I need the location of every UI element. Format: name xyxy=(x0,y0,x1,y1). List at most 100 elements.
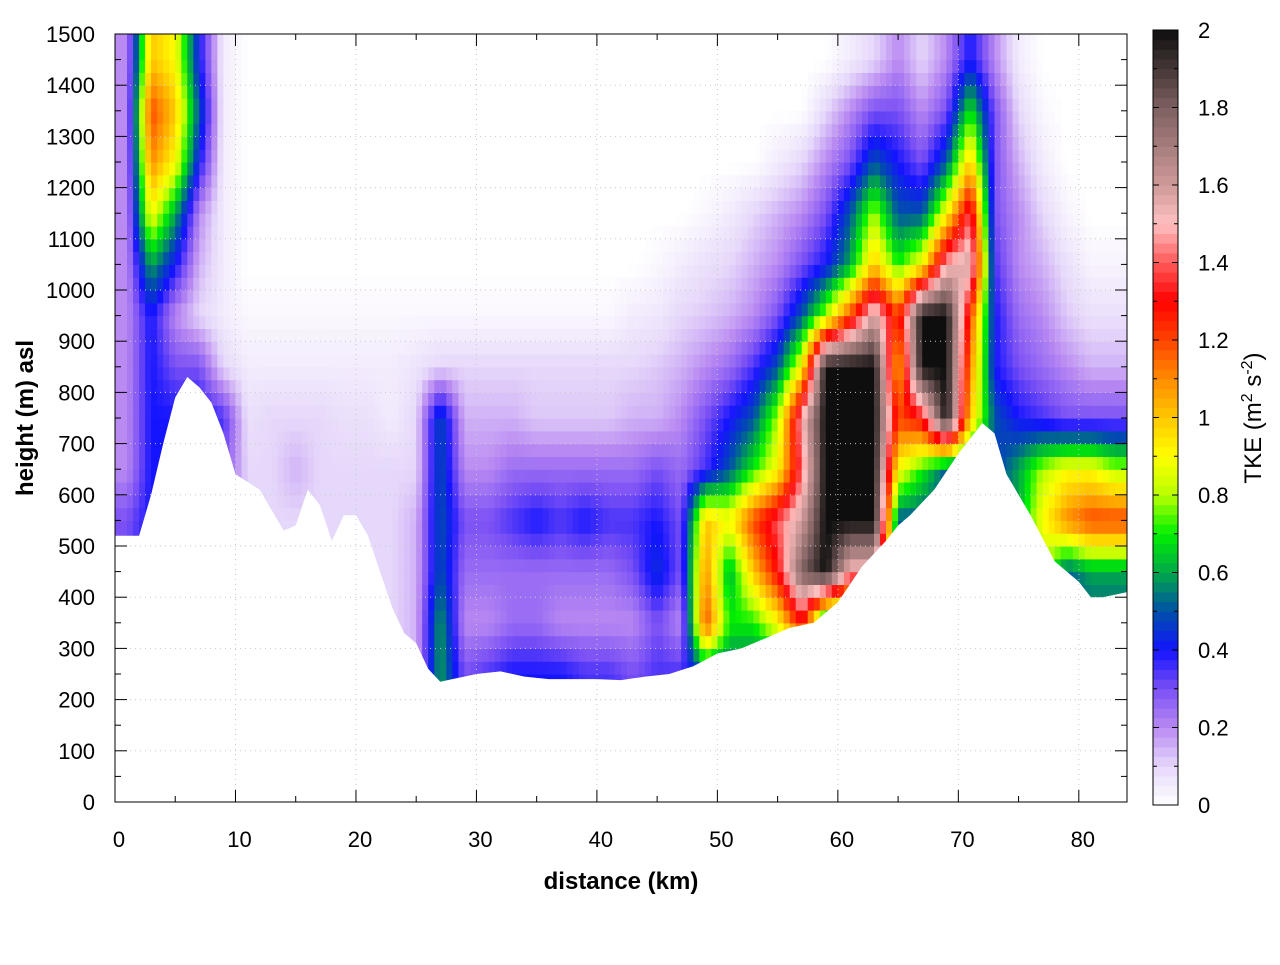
heatmap-cell xyxy=(271,430,279,445)
heatmap-cell xyxy=(548,430,556,445)
heatmap-cell xyxy=(446,494,453,509)
heatmap-cell xyxy=(392,379,399,393)
heatmap-cell xyxy=(735,469,743,483)
heatmap-cell xyxy=(476,302,483,317)
heatmap-cell xyxy=(253,405,261,419)
heatmap-cell xyxy=(386,456,393,470)
heatmap-cell xyxy=(175,379,182,393)
heatmap-cell xyxy=(133,110,140,125)
heatmap-cell xyxy=(145,302,152,317)
heatmap-cell xyxy=(584,648,592,662)
heatmap-cell xyxy=(416,533,423,547)
heatmap-cell xyxy=(657,430,664,445)
heatmap-cell xyxy=(651,418,658,432)
heatmap-cell xyxy=(181,366,188,381)
heatmap-cell xyxy=(193,200,200,214)
heatmap-cell xyxy=(723,264,730,278)
heatmap-cell xyxy=(609,366,616,381)
heatmap-cell xyxy=(615,469,622,483)
heatmap-cell xyxy=(609,315,616,329)
heatmap-cell xyxy=(139,149,146,163)
heatmap-cell xyxy=(723,187,730,201)
heatmap-cell xyxy=(669,456,676,470)
heatmap-cell xyxy=(211,226,218,240)
heatmap-cell xyxy=(446,533,453,547)
heatmap-cell xyxy=(548,418,556,432)
heatmap-cell xyxy=(494,405,502,419)
heatmap-cell xyxy=(657,584,664,598)
heatmap-cell xyxy=(410,520,417,534)
heatmap-cell xyxy=(645,430,652,445)
heatmap-cell xyxy=(151,328,158,342)
heatmap-cell xyxy=(428,418,435,432)
heatmap-cell xyxy=(349,328,357,342)
heatmap-cell xyxy=(229,328,237,342)
heatmap-cell xyxy=(265,328,273,342)
heatmap-cell xyxy=(440,430,447,445)
heatmap-cell xyxy=(512,622,520,637)
heatmap-cell xyxy=(434,315,441,329)
heatmap-cell xyxy=(602,290,610,304)
heatmap-cell xyxy=(410,418,417,432)
heatmap-cell xyxy=(669,405,676,419)
heatmap-cell xyxy=(578,456,586,470)
heatmap-cell xyxy=(464,456,471,470)
heatmap-cell xyxy=(645,315,652,329)
heatmap-cell xyxy=(452,418,459,432)
heatmap-cell xyxy=(157,341,164,355)
heatmap-cell xyxy=(621,456,628,470)
heatmap-cell xyxy=(193,72,200,86)
heatmap-cell xyxy=(464,392,471,406)
heatmap-cell xyxy=(621,418,628,432)
heatmap-cell xyxy=(115,277,122,291)
heatmap-cell xyxy=(464,366,471,381)
heatmap-cell xyxy=(735,482,743,496)
heatmap-cell xyxy=(145,98,152,112)
heatmap-cell xyxy=(452,494,459,509)
heatmap-cell xyxy=(627,571,634,585)
heatmap-cell xyxy=(175,328,182,342)
heatmap-cell xyxy=(265,341,273,355)
heatmap-cell xyxy=(398,482,405,496)
heatmap-cell xyxy=(530,341,538,355)
heatmap-cell xyxy=(578,571,586,585)
heatmap-cell xyxy=(151,366,158,381)
heatmap-cell xyxy=(759,379,767,393)
heatmap-cell xyxy=(398,290,405,304)
heatmap-cell xyxy=(145,213,152,227)
heatmap-cell xyxy=(386,328,393,342)
heatmap-cell xyxy=(121,200,128,214)
heatmap-cell xyxy=(560,661,568,675)
heatmap-cell xyxy=(422,379,429,393)
heatmap-cell xyxy=(283,379,291,393)
heatmap-cell xyxy=(283,392,291,406)
heatmap-cell xyxy=(331,507,339,521)
heatmap-cell xyxy=(633,418,640,432)
heatmap-cell xyxy=(729,162,736,176)
heatmap-cell xyxy=(169,341,176,355)
heatmap-cell xyxy=(687,328,694,342)
heatmap-cell xyxy=(169,46,176,61)
heatmap-cell xyxy=(494,456,502,470)
heatmap-cell xyxy=(464,277,471,291)
heatmap-cell xyxy=(512,610,520,624)
heatmap-cell xyxy=(337,290,345,304)
heatmap-cell xyxy=(687,494,694,509)
heatmap-cell xyxy=(723,354,730,368)
heatmap-cell xyxy=(711,571,718,585)
heatmap-cell xyxy=(717,174,724,189)
heatmap-cell xyxy=(325,494,333,509)
heatmap-cell xyxy=(374,328,381,342)
heatmap-cell xyxy=(139,85,146,99)
heatmap-cell xyxy=(301,443,309,457)
heatmap-cell xyxy=(404,494,411,509)
heatmap-cell xyxy=(548,392,556,406)
heatmap-cell xyxy=(193,264,200,278)
heatmap-cell xyxy=(548,635,556,649)
heatmap-cell xyxy=(645,264,652,278)
heatmap-cell xyxy=(452,661,459,675)
heatmap-cell xyxy=(747,546,755,560)
heatmap-cell xyxy=(446,558,453,573)
heatmap-cell xyxy=(151,379,158,393)
heatmap-cell xyxy=(325,456,333,470)
